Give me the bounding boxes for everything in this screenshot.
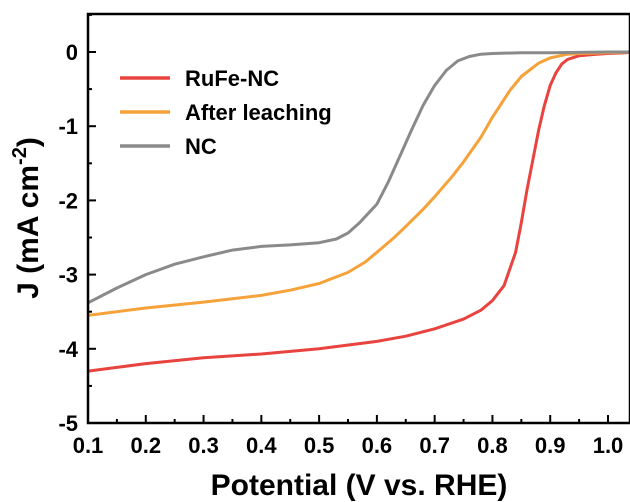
y-tick-label: -2 (58, 188, 78, 213)
x-tick-label: 0.8 (477, 433, 508, 458)
y-axis-title-sup: -2 (9, 147, 31, 165)
y-tick-label: -5 (58, 411, 78, 436)
series-line-2 (88, 50, 630, 317)
x-tick-label: 0.6 (362, 433, 393, 458)
x-tick-label: 0.1 (73, 433, 104, 458)
x-tick-label: 0.7 (419, 433, 450, 458)
x-tick-label: 0.5 (304, 433, 335, 458)
axis-ticks: 0.1 0.2 0.3 0.4 0.5 0.6 0.7 0.8 0.9 1.0 0 -1 -2 -3 -4 -… (58, 13, 624, 458)
x-tick-label: 0.4 (246, 433, 277, 458)
legend-label: After leaching (185, 100, 332, 125)
y-tick-label: -4 (58, 337, 78, 362)
y-axis-title: J (mA cm-2) (9, 137, 45, 299)
y-tick-label: -3 (58, 263, 78, 288)
legend-label: RuFe-NC (185, 66, 279, 91)
series-lines (88, 50, 630, 373)
x-axis-title: Potential (V vs. RHE) (211, 469, 508, 502)
y-tick-label: -1 (58, 114, 78, 139)
series-line-1 (88, 50, 630, 373)
legend: RuFe-NC After leaching NC (120, 66, 332, 159)
series-line-3 (88, 50, 630, 305)
x-tick-label: 0.3 (188, 433, 219, 458)
x-tick-label: 0.9 (535, 433, 566, 458)
x-tick-label: 0.2 (130, 433, 161, 458)
legend-label: NC (185, 134, 217, 159)
y-tick-label: 0 (66, 40, 78, 65)
y-axis-title-close: ) (12, 137, 45, 147)
y-axis-title-main: J (mA cm (12, 165, 45, 299)
plot-frame (86, 12, 630, 425)
x-tick-label: 1.0 (593, 433, 624, 458)
